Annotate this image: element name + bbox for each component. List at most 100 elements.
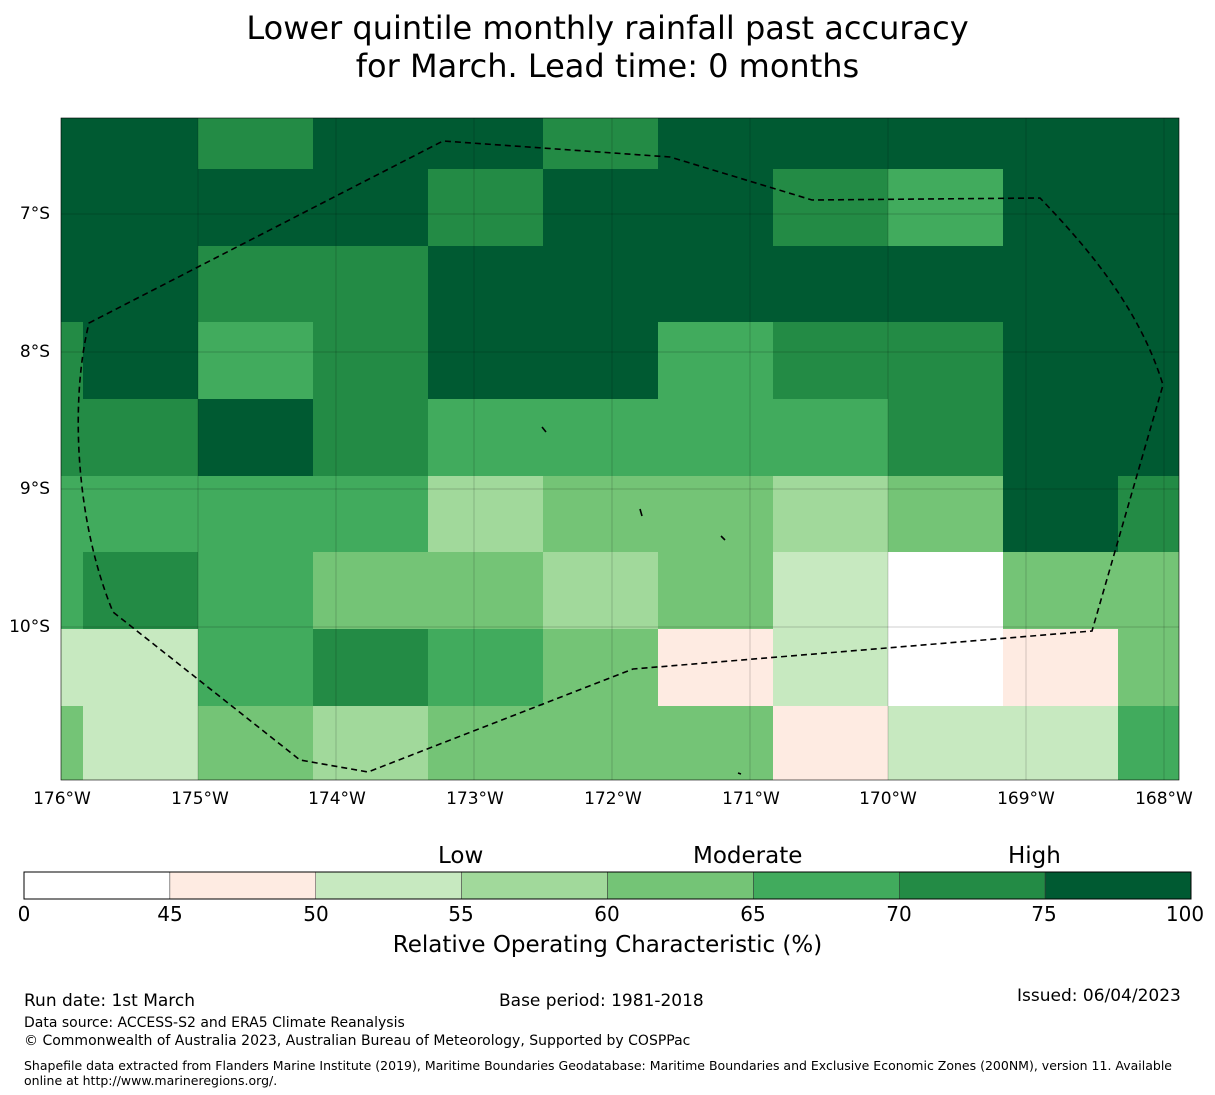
grid-cell xyxy=(313,629,428,706)
grid-cell xyxy=(1118,476,1179,552)
grid-cell xyxy=(428,629,543,706)
island-mark xyxy=(720,535,726,541)
grid-cell xyxy=(198,476,313,552)
grid-cell xyxy=(1003,169,1179,246)
colorbar-tick-0: 0 xyxy=(17,902,31,926)
grid-cell xyxy=(61,169,198,246)
grid-cell xyxy=(83,629,198,706)
grid-cell xyxy=(61,399,198,476)
grid-cell xyxy=(198,169,313,246)
lon-label-173w: 173°W xyxy=(446,789,504,809)
grid-cell xyxy=(658,552,773,629)
colorbar-tick-70: 70 xyxy=(886,902,912,926)
grid-cell xyxy=(773,706,888,780)
grid-cell xyxy=(1003,629,1118,706)
grid-cell xyxy=(1003,476,1118,552)
map-frame xyxy=(60,117,1180,781)
grid-cell xyxy=(428,246,543,322)
grid-cell xyxy=(61,552,83,629)
grid-cell xyxy=(1003,706,1118,780)
grid-cell xyxy=(658,322,773,399)
grid-cell xyxy=(1003,246,1179,322)
grid-cell xyxy=(1003,118,1179,169)
grid-cell xyxy=(543,706,658,780)
grid-cell xyxy=(1003,399,1179,476)
island-mark xyxy=(541,426,547,433)
issued-date: Issued: 06/04/2023 xyxy=(1017,986,1181,1006)
grid-cell xyxy=(543,169,658,246)
grid-cell xyxy=(888,399,1003,476)
lon-label-168w: 168°W xyxy=(1135,789,1193,809)
colorbar-tick-55: 55 xyxy=(448,902,474,926)
grid-cell xyxy=(198,706,313,780)
grid-cell xyxy=(888,629,1003,706)
colorbar-label: Relative Operating Characteristic (%) xyxy=(392,932,823,958)
grid-cell xyxy=(543,118,658,169)
grid-cell xyxy=(1118,706,1179,780)
grid-cell xyxy=(773,476,888,552)
grid-cell xyxy=(428,476,543,552)
islands xyxy=(541,426,742,775)
grid-cell xyxy=(543,476,658,552)
grid-cell xyxy=(198,399,313,476)
grid-cell xyxy=(313,399,428,476)
grid-cell xyxy=(198,246,313,322)
grid-cell xyxy=(313,322,428,399)
grid-cell xyxy=(198,629,313,706)
grid-cell xyxy=(428,322,543,399)
lon-label-172w: 172°W xyxy=(584,789,642,809)
island-mark xyxy=(737,772,742,775)
grid-cell xyxy=(658,169,773,246)
grid-cell xyxy=(61,706,83,780)
grid-cell xyxy=(543,552,658,629)
grid-cell xyxy=(888,246,1003,322)
grid-cell xyxy=(1003,552,1118,629)
colorbar-segment xyxy=(753,871,900,900)
colorbar-tick-65: 65 xyxy=(740,902,766,926)
lon-label-169w: 169°W xyxy=(997,789,1055,809)
lon-label-175w: 175°W xyxy=(171,789,229,809)
accuracy-grid xyxy=(61,118,1179,780)
grid-cell xyxy=(658,476,773,552)
grid-cell xyxy=(888,706,1003,780)
grid-cell xyxy=(773,169,888,246)
colorbar-segment xyxy=(607,871,754,900)
grid-cell xyxy=(658,629,773,706)
colorbar-segment xyxy=(461,871,608,900)
grid-cell xyxy=(428,169,543,246)
grid-cell xyxy=(83,706,198,780)
lon-label-171w: 171°W xyxy=(722,789,780,809)
grid-cell xyxy=(61,322,83,399)
colorbar-tick-50: 50 xyxy=(303,902,329,926)
grid-cell xyxy=(773,552,888,629)
map-gridlines xyxy=(61,118,1179,780)
grid-cell xyxy=(888,118,1003,169)
colorbar-tick-45: 45 xyxy=(157,902,183,926)
grid-cell xyxy=(658,706,773,780)
colorbar-tick-100: 100 xyxy=(1165,902,1205,926)
grid-cell xyxy=(658,399,773,476)
grid-cell xyxy=(1003,322,1179,399)
grid-cell xyxy=(543,322,658,399)
lat-label-10s: 10°S xyxy=(9,617,50,637)
grid-cell xyxy=(313,169,428,246)
grid-cell xyxy=(61,118,198,169)
grid-cell xyxy=(198,552,313,629)
grid-cell xyxy=(313,118,428,169)
grid-cell xyxy=(543,246,658,322)
chart-title-line-2: for March. Lead time: 0 months xyxy=(355,47,860,85)
eez-dashed-line xyxy=(77,140,1164,773)
grid-cell xyxy=(888,169,1003,246)
grid-cell xyxy=(198,118,313,169)
grid-cell xyxy=(658,118,773,169)
grid-cell xyxy=(61,476,198,552)
lat-label-8s: 8°S xyxy=(19,342,50,362)
grid-cell xyxy=(83,552,198,629)
colorbar-segment xyxy=(169,871,316,900)
chart-title-line-1: Lower quintile monthly rainfall past acc… xyxy=(246,9,969,47)
lat-label-7s: 7°S xyxy=(19,204,50,224)
grid-cell xyxy=(61,246,198,322)
colorbar-segment xyxy=(899,871,1046,900)
grid-cell xyxy=(543,399,658,476)
